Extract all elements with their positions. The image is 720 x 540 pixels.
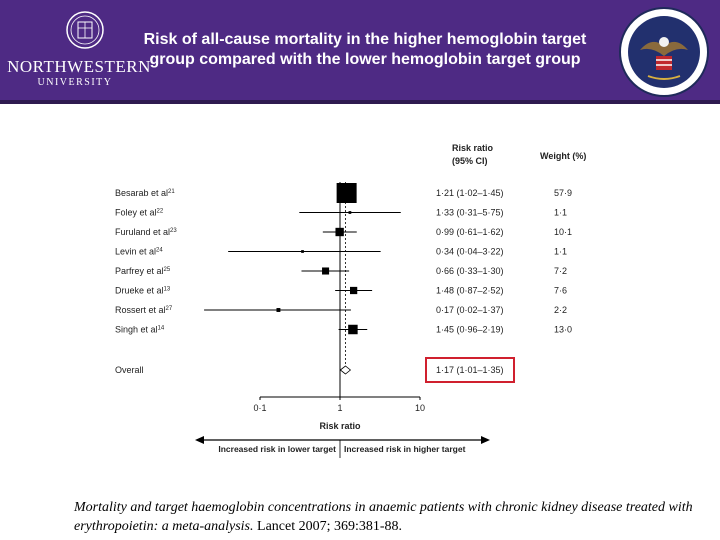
study-label: Rossert et al27 (115, 305, 173, 315)
ci-value: 1·33 (0·31–5·75) (436, 208, 504, 218)
weight-value: 2·2 (554, 305, 567, 315)
university-wordmark: UNIVERSITY (37, 77, 113, 88)
arrow-right-label: Increased risk in higher target (344, 444, 466, 454)
weight-header: Weight (%) (540, 151, 586, 161)
point-estimate-square (335, 227, 344, 237)
ci-value: 0·99 (0·61–1·62) (436, 227, 504, 237)
slide-title: Risk of all-cause mortality in the highe… (143, 31, 587, 68)
right-arrowhead (481, 436, 490, 444)
study-label: Drueke et al13 (115, 286, 171, 296)
forest-plot: Risk ratio (95% CI) Weight (%) Besarab et a… (115, 143, 586, 458)
point-estimate-square (336, 183, 357, 203)
caption-citation: Lancet 2007; 369:381-88. (253, 519, 403, 534)
overall-diamond (339, 365, 352, 375)
va-seal-icon (619, 7, 709, 97)
ci-value: 1·48 (0·87–2·52) (436, 286, 504, 296)
point-estimate-square (276, 308, 281, 312)
weight-value: 13·0 (554, 325, 572, 335)
point-estimate-square (348, 211, 352, 214)
ci-header: (95% CI) (452, 156, 488, 166)
weight-value: 1·1 (554, 208, 567, 218)
study-label: Singh et al14 (115, 325, 165, 335)
point-estimate-square (322, 267, 330, 275)
study-label: Foley et al22 (115, 208, 164, 218)
ci-value: 1·21 (1·02–1·45) (436, 188, 504, 198)
point-estimate-square (301, 250, 304, 253)
weight-value: 7·6 (554, 286, 567, 296)
northwestern-logo (8, 6, 158, 94)
point-estimate-square (349, 286, 358, 295)
x-axis-label: Risk ratio (319, 421, 361, 431)
study-label: Furuland et al23 (115, 227, 177, 237)
point-estimate-square (348, 324, 358, 335)
ci-value: 1·45 (0·96–2·19) (436, 325, 504, 335)
study-label: Besarab et al21 (115, 188, 175, 198)
ci-value: 0·66 (0·33–1·30) (436, 266, 504, 276)
x-tick-label: 10 (415, 403, 425, 413)
caption-italic: Mortality and target haemoglobin concent… (74, 500, 693, 534)
header-banner: NORTHWESTERN UNIVERSITY Risk of all-caus… (0, 0, 720, 104)
northwestern-seal-icon (66, 11, 104, 49)
x-tick-label: 0·1 (253, 403, 266, 413)
ci-value: 0·34 (0·04–3·22) (436, 247, 504, 257)
overall-ci-value: 1·17 (1·01–1·35) (436, 365, 504, 375)
left-arrowhead (195, 436, 204, 444)
figure-caption: Mortality and target haemoglobin concent… (74, 498, 694, 536)
risk-ratio-header: Risk ratio (452, 143, 494, 153)
study-label: Parfrey et al25 (115, 266, 171, 276)
overall-highlight-box (425, 357, 515, 383)
arrow-left-label: Increased risk in lower target (218, 444, 336, 454)
ci-value: 0·17 (0·02–1·37) (436, 305, 504, 315)
weight-value: 57·9 (554, 188, 572, 198)
northwestern-wordmark: NORTHWESTERN (7, 57, 151, 76)
weight-value: 10·1 (554, 227, 572, 237)
weight-value: 7·2 (554, 266, 567, 276)
study-label: Levin et al24 (115, 247, 163, 257)
weight-value: 1·1 (554, 247, 567, 257)
x-tick-label: 1 (337, 403, 342, 413)
overall-label: Overall (115, 365, 144, 375)
